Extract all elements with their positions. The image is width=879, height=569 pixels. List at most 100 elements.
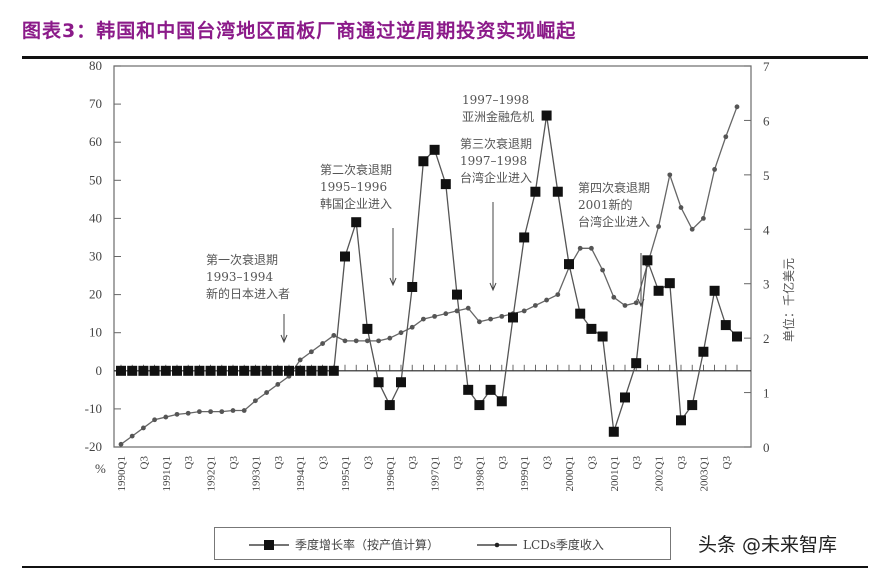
lcd-revenue-point — [219, 409, 225, 415]
growth-rate-point — [239, 365, 250, 376]
x-axis-label: Q3 — [183, 456, 195, 470]
left-axis-label: 60 — [89, 134, 102, 149]
right-axis-label: 4 — [763, 222, 770, 237]
growth-rate-point — [396, 377, 406, 388]
growth-rate-point — [508, 312, 518, 323]
x-axis-label: Q3 — [452, 456, 464, 470]
lcd-revenue-point — [443, 311, 449, 317]
x-axis-label: 2003Q1 — [698, 456, 710, 491]
lcd-revenue-point — [667, 172, 673, 178]
lcd-revenue-point — [465, 305, 471, 311]
lcd-revenue-point — [152, 417, 158, 423]
growth-rate-point — [530, 186, 541, 197]
growth-rate-point — [183, 365, 194, 376]
x-axis-label: 2002Q1 — [654, 456, 666, 491]
square-marker-icon — [249, 539, 289, 550]
left-axis-label: 50 — [89, 172, 102, 187]
growth-rate-point — [228, 365, 238, 376]
lcd-revenue-point — [197, 409, 202, 415]
x-axis-label: Q3 — [631, 456, 643, 470]
legend-label-lcd-revenue: LCDs季度收入 — [523, 538, 604, 552]
growth-rate-point — [440, 179, 451, 190]
growth-rate-point — [340, 251, 350, 262]
left-axis-label: 20 — [89, 287, 102, 302]
x-axis-label: Q3 — [273, 456, 285, 470]
x-axis-label: 1996Q1 — [385, 456, 397, 491]
lcd-revenue-point — [656, 224, 661, 229]
growth-rate-point — [642, 255, 653, 266]
lcd-revenue-point — [533, 303, 538, 308]
growth-rate-point — [407, 281, 418, 292]
lcd-revenue-point — [365, 338, 370, 344]
x-axis-label: 2001Q1 — [609, 456, 621, 491]
growth-rate-point — [295, 365, 306, 376]
x-axis-label: Q3 — [676, 456, 688, 470]
growth-rate-point — [160, 365, 171, 376]
left-axis-label: 70 — [89, 96, 102, 111]
left-axis-label: -20 — [85, 439, 102, 454]
left-axis-label: 10 — [89, 325, 102, 340]
growth-rate-point — [620, 392, 630, 403]
x-axis-label: Q3 — [721, 456, 733, 470]
growth-rate-point — [474, 400, 485, 411]
lcd-revenue-point — [689, 226, 695, 232]
growth-rate-point — [351, 217, 362, 228]
growth-rate-point — [362, 323, 373, 334]
growth-rate-point — [575, 308, 586, 319]
x-axis-label: 1991Q1 — [161, 456, 173, 491]
right-axis-label: 2 — [763, 331, 770, 346]
left-axis-label: 30 — [89, 249, 102, 264]
growth-rate-point — [709, 285, 720, 296]
lcd-revenue-point — [499, 313, 505, 319]
lcd-revenue-point — [141, 425, 146, 431]
lcd-revenue-point — [622, 303, 628, 308]
growth-rate-point — [138, 365, 149, 376]
x-axis-label: 1995Q1 — [340, 456, 352, 491]
chart-title: 图表3：韩国和中国台湾地区面板厂商通过逆周期投资实现崛起 — [22, 20, 577, 42]
right-axis-label: 5 — [763, 168, 770, 183]
lcd-revenue-point — [241, 408, 247, 413]
left-axis-label: -10 — [85, 401, 102, 416]
lcd-revenue-point — [611, 294, 617, 300]
growth-rate-point — [373, 377, 384, 388]
lcd-revenue-point — [421, 316, 426, 322]
growth-rate-point — [250, 365, 261, 376]
growth-rate-point — [608, 426, 619, 437]
right-axis-label: 7 — [763, 59, 770, 74]
lcd-revenue-point — [723, 134, 729, 140]
growth-rate-point — [261, 365, 272, 376]
x-axis-label: Q3 — [228, 456, 240, 470]
growth-rate-point — [519, 232, 530, 243]
lcd-revenue-point — [230, 408, 236, 413]
lcd-revenue-point — [342, 338, 348, 344]
growth-rate-point — [687, 400, 698, 411]
watermark: 头条 @未来智库 — [698, 534, 838, 556]
growth-rate-point — [272, 365, 283, 376]
annotation-text: 1993–1994 — [206, 270, 273, 284]
growth-rate-point — [127, 365, 138, 376]
growth-rate-point — [552, 186, 563, 197]
lcd-revenue-point — [409, 324, 415, 330]
arrow-head-icon — [389, 277, 397, 287]
lcd-revenue-point — [398, 330, 404, 336]
x-axis-label: 1998Q1 — [474, 456, 486, 491]
annotation-text: 新的日本进入者 — [206, 286, 290, 301]
legend-item-growth-rate: 季度增长率（按产值计算） — [249, 536, 439, 553]
x-axis-label: 1997Q1 — [430, 456, 442, 491]
x-axis-label: Q3 — [362, 456, 374, 470]
x-axis-label: 1992Q1 — [206, 456, 218, 491]
annotation-text: 第四次衰退期 — [578, 180, 650, 195]
lcd-revenue-point — [376, 338, 381, 344]
growth-rate-point — [317, 365, 328, 376]
arrow-head-icon — [637, 298, 645, 308]
lcd-revenue-point — [734, 104, 740, 110]
lcd-revenue-point — [275, 382, 281, 387]
growth-rate-point — [194, 365, 205, 376]
x-axis-label: Q3 — [586, 456, 598, 470]
chart-legend: 季度增长率（按产值计算） LCDs季度收入 — [214, 527, 671, 560]
x-axis-label: Q3 — [407, 456, 419, 470]
lcd-revenue-point — [712, 167, 717, 172]
x-axis-label: 2000Q1 — [564, 456, 576, 491]
lcd-revenue-point — [297, 357, 303, 363]
